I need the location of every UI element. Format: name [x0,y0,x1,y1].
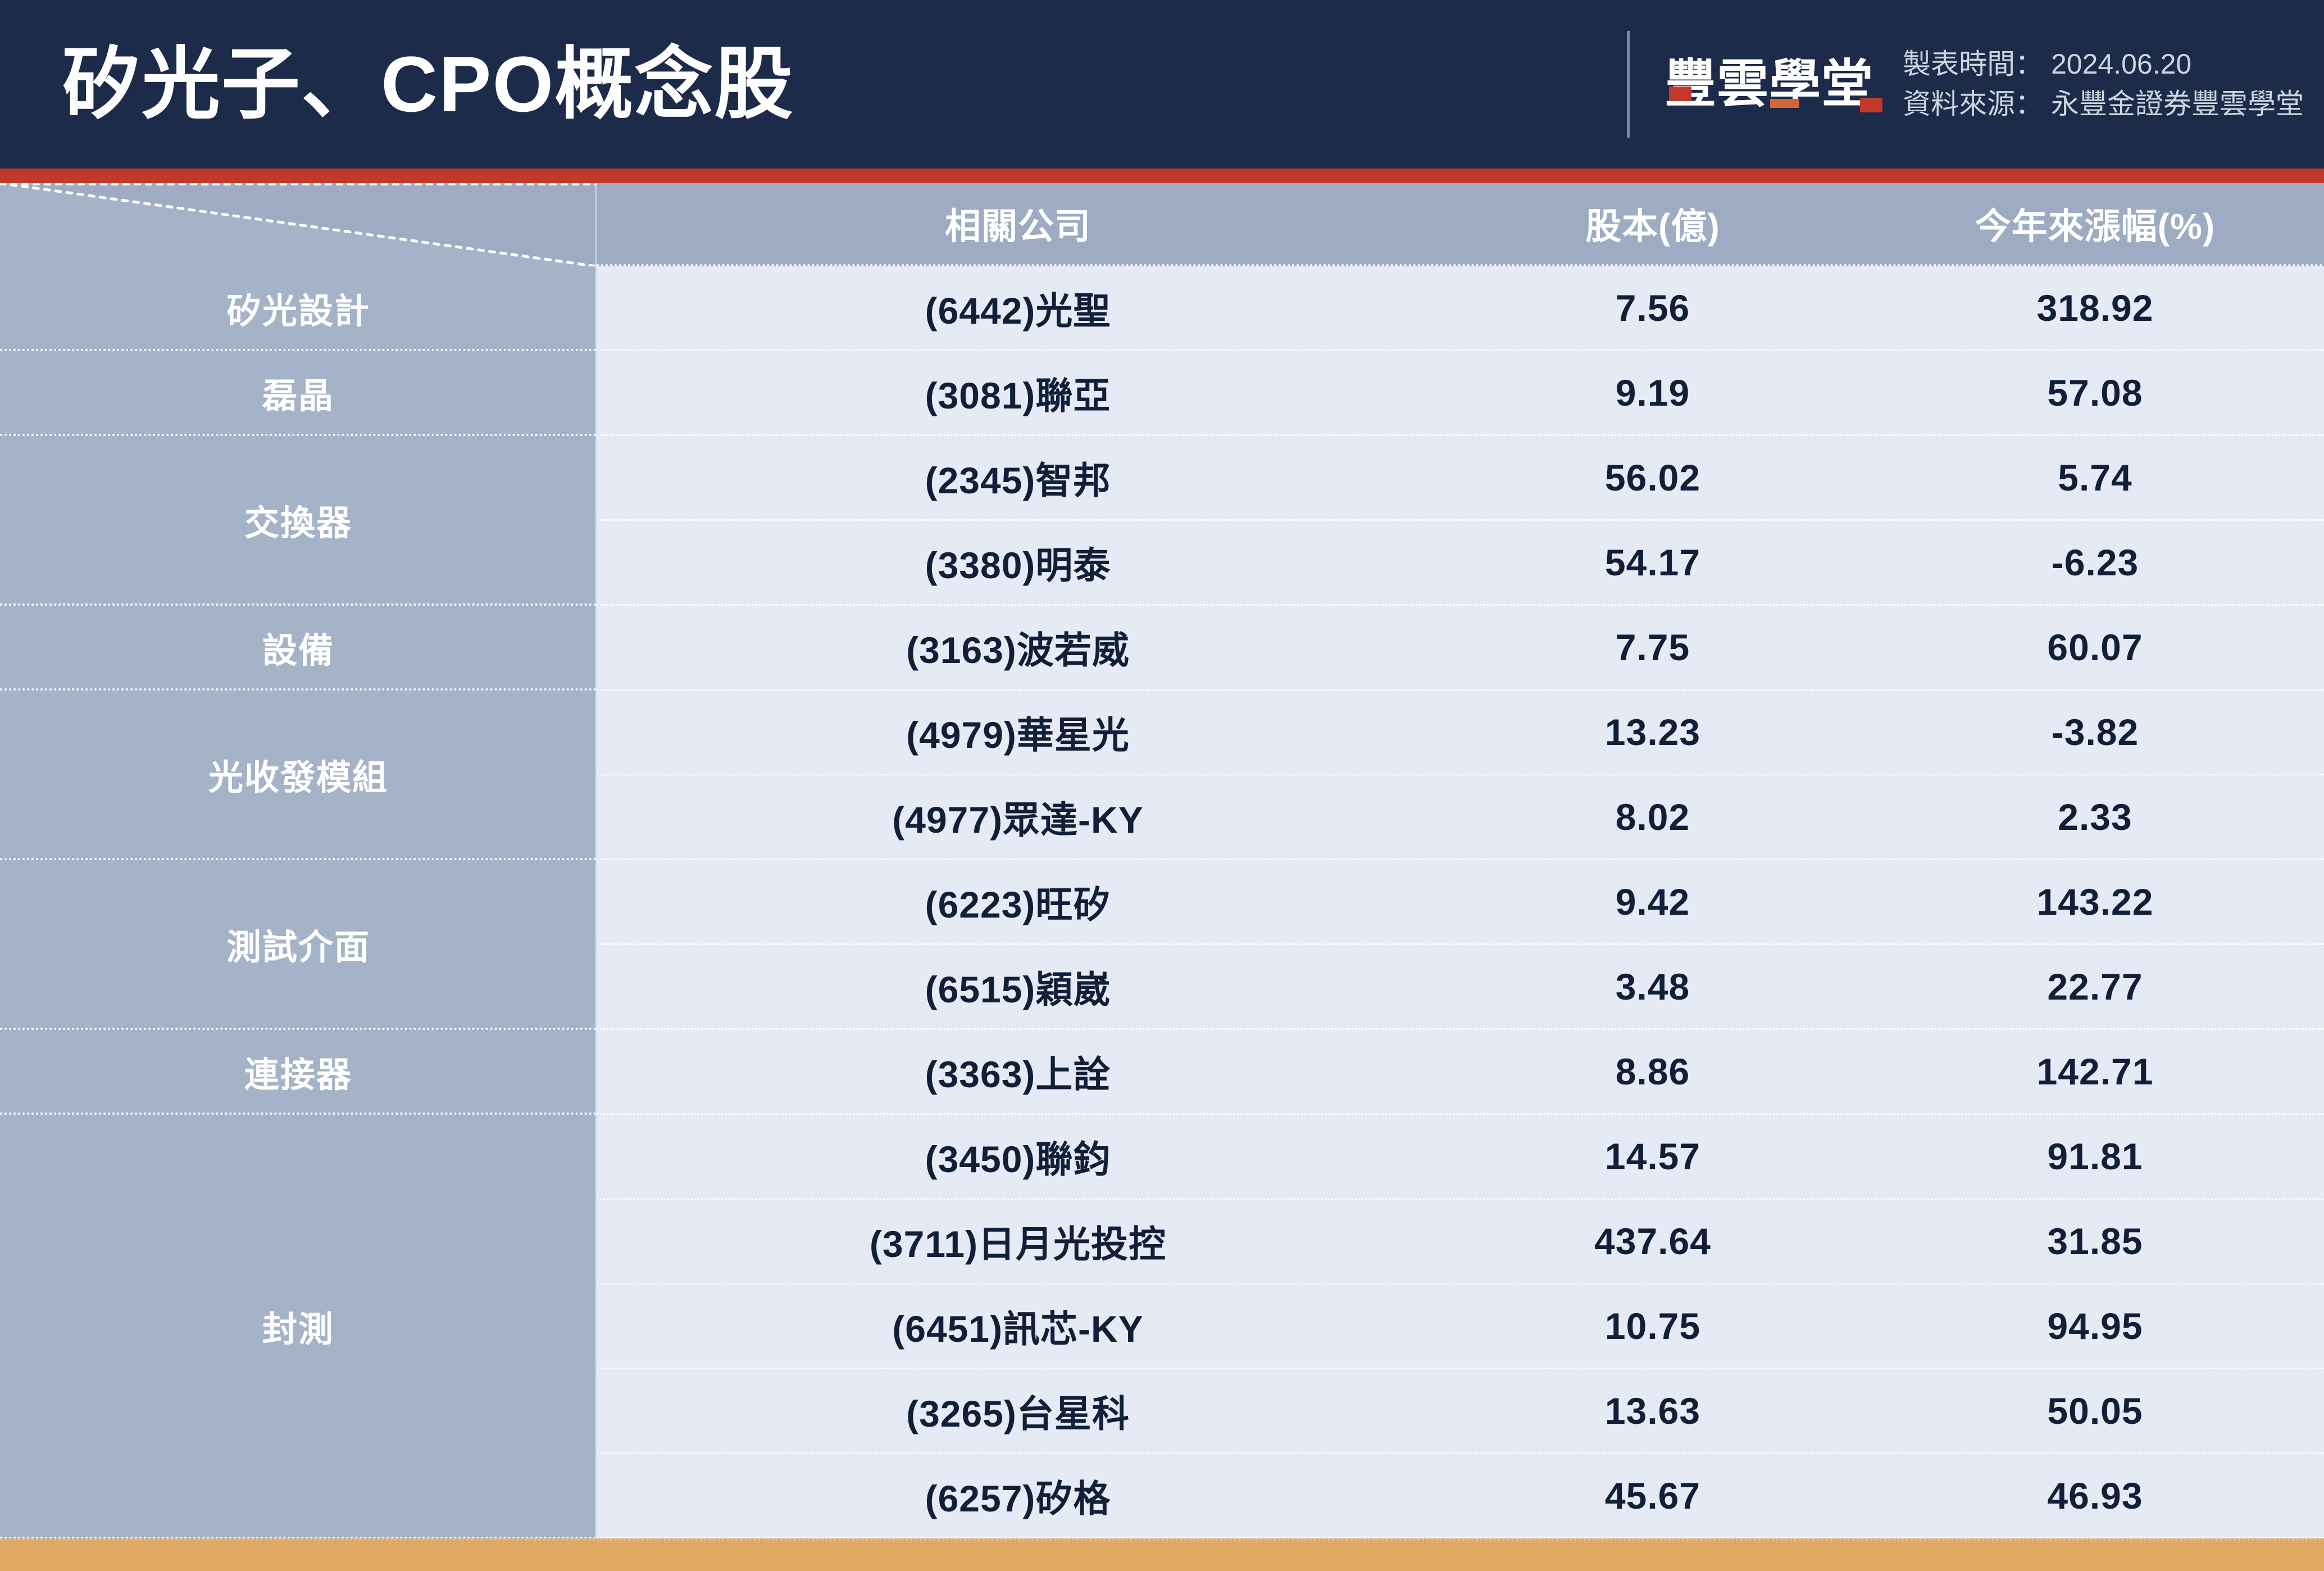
column-header-capital: 股本(億) [1585,206,1720,247]
category-cell: 連接器 [0,1030,597,1115]
source-metadata: 製表時間： 2024.06.20 資料來源： 永豐金證券豐雲學堂 [1903,44,2304,124]
cell-company: (3163)波若威 [906,629,1130,671]
table-row: (3450)聯鈞 14.57 91.81 [597,1115,2324,1200]
brand-block: 豐雲學堂 製表時間： 2024.06.20 資料來源： 永豐金證券豐雲學堂 [1627,31,2304,138]
cell-company: (2345)智邦 [925,460,1111,501]
cell-company: (4977)眾達-KY [892,799,1144,841]
table-row: (2345)智邦 56.02 5.74 [597,436,2324,521]
cell-capital: 13.23 [1604,711,1701,753]
category-cell: 設備 [0,606,597,691]
brand-logo-text: 豐雲學堂 [1664,56,1874,113]
cell-capital: 9.42 [1615,881,1690,923]
category-label: 磊晶 [262,376,334,416]
table-row: (3163)波若威 7.75 60.07 [597,606,2324,691]
table-row: (6442)光聖 7.56 318.92 [597,266,2324,351]
cell-capital: 54.17 [1604,542,1701,583]
cell-change: 318.92 [2036,287,2154,329]
cell-change: 142.71 [2036,1051,2154,1092]
table-corner-cell [0,183,597,266]
category-cell: 矽光設計 [0,266,597,351]
cell-company: (3450)聯鈞 [925,1138,1111,1180]
data-source-label: 資料來源： 永豐金證券豐雲學堂 [1903,88,2304,120]
cell-capital: 8.86 [1615,1051,1690,1092]
cell-change: 91.81 [2047,1136,2143,1177]
category-label: 光收發模組 [208,759,388,797]
cell-capital: 45.67 [1604,1475,1701,1516]
category-cell: 磊晶 [0,351,597,436]
cell-company: (6451)訊芯-KY [892,1308,1144,1350]
cell-change: 50.05 [2047,1390,2143,1432]
cell-capital: 13.63 [1604,1390,1701,1432]
cell-capital: 56.02 [1604,457,1701,498]
category-cell: 光收發模組 [0,691,597,860]
cell-company: (6223)旺矽 [925,884,1111,925]
table-row: (6515)穎崴 3.48 22.77 [597,945,2324,1030]
cell-change: -3.82 [2051,711,2139,753]
cell-capital: 7.56 [1615,287,1690,329]
table-row: (6451)訊芯-KY 10.75 94.95 [597,1284,2324,1369]
chart-date-label: 製表時間： 2024.06.20 [1903,48,2192,80]
accent-rule [0,169,2324,183]
table-header-row: 相關公司 股本(億) 今年來漲幅(%) [597,183,2324,266]
cell-capital: 9.19 [1615,372,1690,414]
category-label: 測試介面 [226,928,370,967]
page-title: 矽光子、CPO概念股 [62,40,794,128]
cell-company: (6442)光聖 [925,290,1111,332]
category-cell: 測試介面 [0,860,597,1030]
table-row: (4979)華星光 13.23 -3.82 [597,691,2324,775]
cell-change: 2.33 [2058,796,2132,838]
logo-accent-square2-icon [1860,98,1883,112]
category-label: 連接器 [244,1055,352,1095]
table-row: (3363)上詮 8.86 142.71 [597,1030,2324,1115]
concept-stock-table: 矽光設計磊晶交換器設備光收發模組測試介面連接器封測 相關公司 股本(億) 今年來… [0,183,2324,1539]
table-row: (3081)聯亞 9.19 57.08 [597,351,2324,436]
table-row: (3711)日月光投控 437.64 31.85 [597,1200,2324,1284]
category-cell: 交換器 [0,436,597,606]
footer-bar [0,1538,2324,1571]
cell-capital: 14.57 [1604,1136,1701,1177]
data-column: 相關公司 股本(億) 今年來漲幅(%) (6442)光聖 7.56 318.92 (3… [597,183,2324,1539]
cell-company: (3265)台星科 [906,1393,1130,1434]
brand-divider [1627,31,1630,138]
cell-capital: 8.02 [1615,796,1690,838]
category-label: 設備 [262,631,334,670]
cell-capital: 10.75 [1604,1305,1701,1347]
cell-change: 57.08 [2047,372,2143,414]
logo-accent-square-icon [1669,87,1692,101]
cell-change: 31.85 [2047,1220,2143,1262]
cell-company: (6257)矽格 [925,1478,1111,1519]
cell-change: 94.95 [2047,1305,2143,1347]
cell-company: (4979)華星光 [906,714,1130,756]
category-label: 封測 [262,1310,334,1349]
cell-change: -6.23 [2051,542,2139,583]
table-row: (3380)明泰 54.17 -6.23 [597,521,2324,606]
category-column: 矽光設計磊晶交換器設備光收發模組測試介面連接器封測 [0,183,597,1539]
cell-company: (3711)日月光投控 [869,1223,1167,1265]
title-banner: 矽光子、CPO概念股 豐雲學堂 製表時間： 2024.06.20 資料來源： 永… [0,0,2324,169]
column-header-company: 相關公司 [945,206,1091,247]
category-cell: 封測 [0,1115,597,1539]
table-row: (6223)旺矽 9.42 143.22 [597,860,2324,945]
logo-accent-bar-icon [1770,99,1800,108]
cell-capital: 7.75 [1615,626,1690,668]
brand-logo: 豐雲學堂 [1664,56,1883,113]
table-row: (4977)眾達-KY 8.02 2.33 [597,775,2324,860]
column-header-change: 今年來漲幅(%) [1975,206,2216,247]
table-row: (3265)台星科 13.63 50.05 [597,1369,2324,1454]
cell-change: 5.74 [2058,457,2132,498]
cell-company: (3363)上詮 [925,1054,1111,1095]
category-label: 矽光設計 [226,292,370,331]
cell-change: 46.93 [2047,1475,2143,1516]
cell-company: (3081)聯亞 [925,375,1111,416]
cell-capital: 437.64 [1594,1220,1711,1262]
cell-change: 22.77 [2047,966,2143,1007]
category-label: 交換器 [244,504,352,543]
cell-company: (3380)明泰 [925,544,1111,586]
cell-change: 60.07 [2047,626,2143,668]
cell-change: 143.22 [2036,881,2154,923]
cell-capital: 3.48 [1615,966,1690,1007]
table-row: (6257)矽格 45.67 46.93 [597,1454,2324,1539]
cell-company: (6515)穎崴 [925,969,1111,1010]
